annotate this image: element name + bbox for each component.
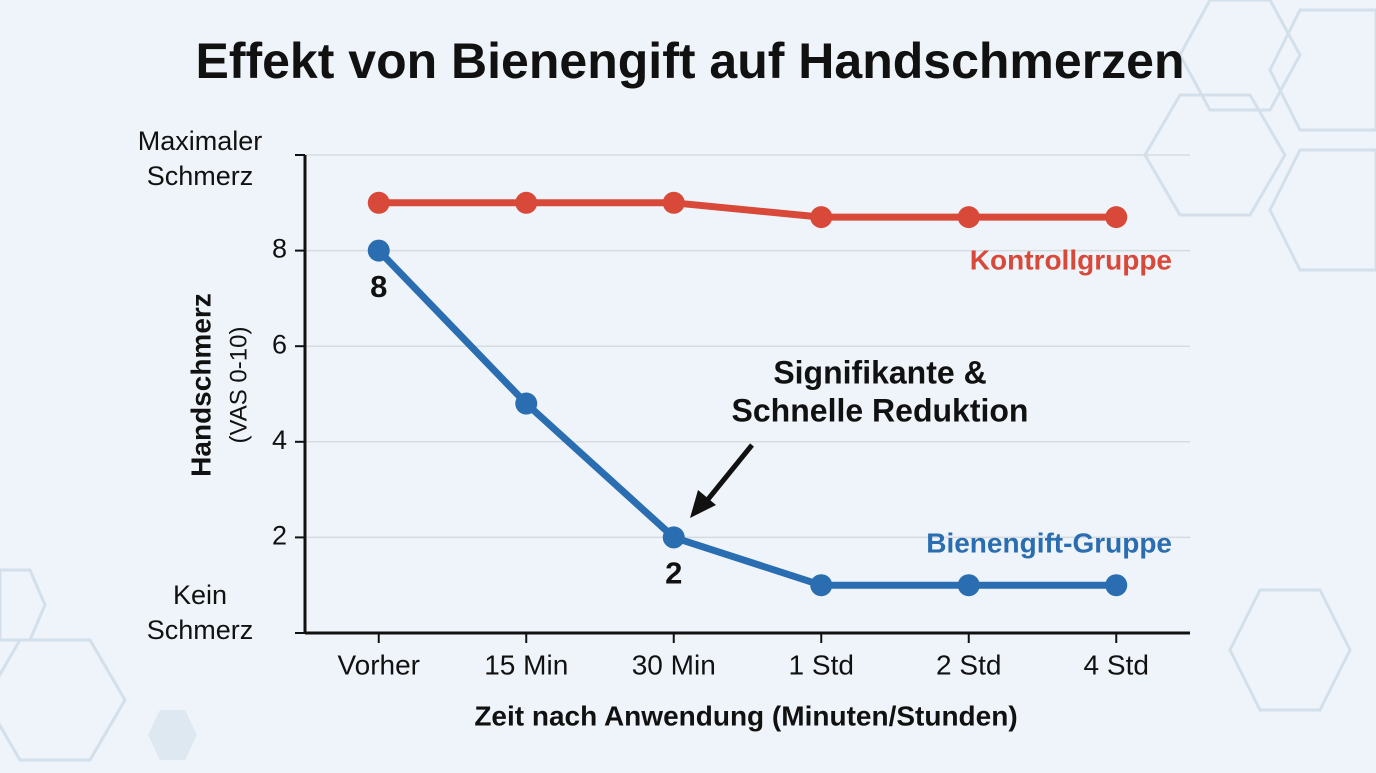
data-point bbox=[367, 191, 390, 214]
data-point bbox=[810, 206, 833, 229]
annotation-arrow bbox=[703, 443, 754, 505]
data-label: 8 bbox=[370, 269, 387, 304]
series-label: Bienengift-Gruppe bbox=[926, 528, 1172, 559]
x-axis-label: Zeit nach Anwendung (Minuten/Stunden) bbox=[474, 700, 1017, 731]
y-tick-label: Maximaler Schmerz bbox=[138, 126, 263, 191]
annotation-arrowhead bbox=[690, 490, 716, 518]
data-point bbox=[1105, 574, 1128, 597]
y-tick-label: 6 bbox=[272, 329, 287, 359]
x-tick-label: 1 Std bbox=[789, 649, 854, 680]
x-tick-label: Vorher bbox=[338, 649, 421, 680]
y-tick-label: 2 bbox=[272, 521, 287, 551]
data-point bbox=[810, 574, 833, 597]
x-tick-label: 4 Std bbox=[1084, 649, 1149, 680]
series-line bbox=[376, 248, 1117, 589]
data-label: 2 bbox=[665, 556, 682, 591]
x-tick-label: 2 Std bbox=[936, 649, 1001, 680]
data-point bbox=[662, 191, 685, 214]
annotation: Signifikante & bbox=[773, 354, 986, 390]
data-point bbox=[1105, 206, 1128, 229]
data-point bbox=[957, 574, 980, 597]
chart-title: Effekt von Bienengift auf Handschmerzen bbox=[195, 33, 1184, 89]
data-point bbox=[367, 239, 390, 262]
x-tick-label: 30 Min bbox=[632, 649, 716, 680]
x-tick-label: 15 Min bbox=[484, 649, 568, 680]
annotation: Schnelle Reduktion bbox=[732, 392, 1029, 428]
y-tick-label: 8 bbox=[272, 234, 287, 264]
series-line bbox=[378, 199, 1117, 221]
series-label: Kontrollgruppe bbox=[970, 245, 1172, 276]
y-axis-label: Handschmerz bbox=[185, 293, 216, 477]
data-point bbox=[662, 526, 685, 549]
data-point bbox=[515, 191, 538, 214]
y-axis-label-sub: (VAS 0-10) bbox=[225, 327, 252, 444]
y-tick-label: 4 bbox=[272, 425, 287, 455]
data-point bbox=[957, 206, 980, 229]
y-tick-label: Kein Schmerz bbox=[147, 580, 254, 645]
data-point bbox=[515, 392, 538, 415]
